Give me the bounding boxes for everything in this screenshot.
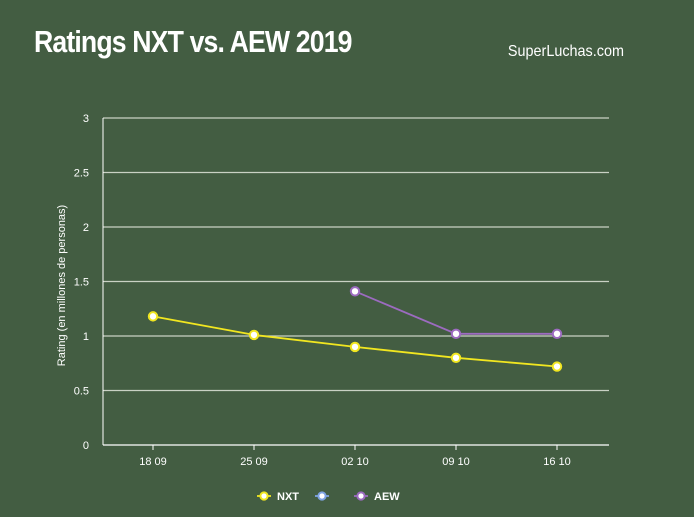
- y-tick-label: 3: [83, 113, 89, 125]
- data-point: [349, 341, 361, 353]
- legend-label: NXT: [277, 491, 299, 503]
- legend: NXT AEW: [257, 491, 400, 503]
- data-point: [551, 328, 563, 340]
- y-tick-label: 2.5: [74, 168, 89, 180]
- y-axis-label: Rating (en millones de personas): [56, 205, 68, 366]
- y-tick-label: 1.5: [74, 277, 89, 289]
- axes: 0 0.5 1 1.5 2 2.5 3 18 09 25 09 02 10 09 10 16 10 Ra…: [56, 113, 609, 468]
- legend-label: AEW: [374, 491, 400, 503]
- source-label: SuperLuchas.com: [507, 43, 624, 60]
- x-tick-label: 09 10: [442, 456, 470, 468]
- chart-title: Ratings NXT vs. AEW 2019: [34, 24, 353, 59]
- legend-swatch-marker: [356, 491, 366, 501]
- x-tick-label: 16 10: [543, 456, 571, 468]
- data-point: [147, 311, 159, 322]
- data-point: [450, 352, 462, 363]
- data-point: [248, 329, 260, 341]
- y-tick-label: 2: [83, 222, 89, 234]
- x-tick-label: 25 09: [240, 456, 268, 468]
- legend-swatch-marker: [317, 491, 327, 501]
- series-line: [152, 315, 558, 368]
- gridlines: [103, 117, 609, 392]
- series-line: [354, 290, 557, 335]
- series-lines: [147, 286, 563, 372]
- y-tick-label: 0.5: [74, 386, 89, 398]
- x-tick-label: 18 09: [139, 456, 167, 468]
- x-tick-label: 02 10: [341, 456, 369, 468]
- y-tick-label: 1: [83, 331, 89, 343]
- data-point: [349, 286, 361, 297]
- y-tick-label: 0: [83, 440, 89, 452]
- data-point: [551, 361, 563, 372]
- data-point: [450, 328, 462, 340]
- legend-swatch-marker: [259, 491, 269, 501]
